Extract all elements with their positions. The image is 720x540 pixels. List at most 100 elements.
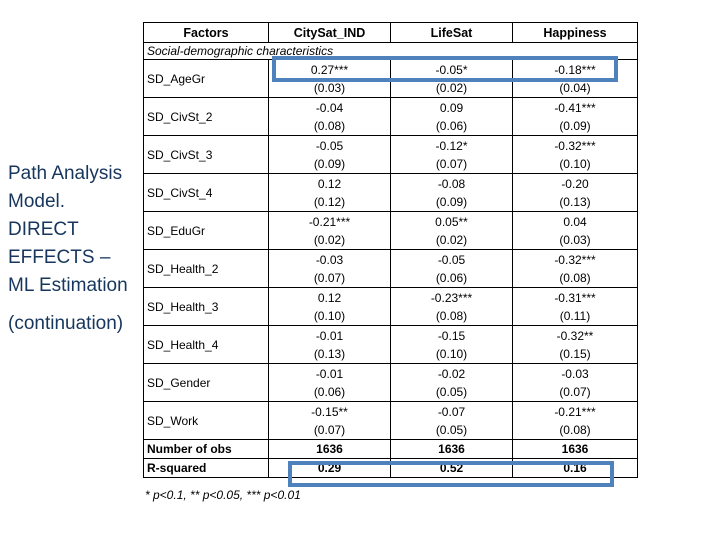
estimate-value: -0.07 [437, 404, 466, 419]
standard-error: (0.08) [313, 118, 346, 133]
slide-title-line: Model. [8, 191, 66, 212]
estimate-value: -0.32*** [554, 252, 596, 267]
summary-value: 1636 [512, 439, 638, 459]
standard-error: (0.03) [313, 80, 346, 95]
estimate-value: -0.21*** [554, 404, 596, 419]
coef-cell: -0.15 (0.10) [390, 325, 513, 364]
estimate-value: -0.32*** [554, 138, 596, 153]
highlight-box-agegr-row [272, 56, 618, 82]
coef-cell: -0.12* (0.07) [390, 135, 513, 174]
coef-cell: 0.12 (0.10) [268, 287, 391, 326]
results-table-container: Factors CitySat_IND LifeSat Happiness So… [143, 22, 638, 478]
standard-error: (0.06) [435, 118, 468, 133]
estimate-value: -0.03 [315, 252, 344, 267]
table-row: SD_Health_3 0.12 (0.10) -0.23*** (0.08) -0… [143, 287, 638, 326]
coef-cell: 0.05** (0.02) [390, 211, 513, 250]
factor-label: SD_CivSt_2 [143, 97, 269, 136]
standard-error: (0.12) [313, 194, 346, 209]
table-row: SD_Health_4 -0.01 (0.13) -0.15 (0.10) -0.3… [143, 325, 638, 364]
table-row: SD_CivSt_2 -0.04 (0.08) 0.09 (0.06) -0.41*… [143, 97, 638, 136]
summary-label: Number of obs [143, 439, 269, 459]
standard-error: (0.05) [435, 384, 468, 399]
table-row: SD_Health_2 -0.03 (0.07) -0.05 (0.06) -0.3… [143, 249, 638, 288]
coef-cell: 0.09 (0.06) [390, 97, 513, 136]
standard-error: (0.10) [435, 346, 468, 361]
standard-error: (0.09) [435, 194, 468, 209]
estimate-value: -0.41*** [554, 100, 596, 115]
estimate-value: -0.32** [556, 328, 594, 343]
standard-error: (0.02) [435, 80, 468, 95]
table-row: SD_Work -0.15** (0.07) -0.07 (0.05) -0.21*… [143, 401, 638, 440]
standard-error: (0.08) [559, 270, 591, 285]
standard-error: (0.07) [313, 270, 346, 285]
summary-value: 1636 [268, 439, 391, 459]
coef-cell: -0.21*** (0.02) [268, 211, 391, 250]
summary-value: 1636 [390, 439, 513, 459]
standard-error: (0.02) [435, 232, 468, 247]
estimate-value: -0.05 [437, 252, 466, 267]
standard-error: (0.07) [559, 384, 591, 399]
standard-error: (0.13) [559, 194, 591, 209]
coef-cell: -0.03 (0.07) [512, 363, 638, 402]
coef-cell: 0.04 (0.03) [512, 211, 638, 250]
coef-cell: -0.41*** (0.09) [512, 97, 638, 136]
estimate-value: -0.02 [437, 366, 466, 381]
table-row: SD_Gender -0.01 (0.06) -0.02 (0.05) -0.03 (… [143, 363, 638, 402]
column-header-factors: Factors [143, 22, 269, 43]
estimate-value: -0.20 [561, 176, 589, 191]
factor-label: SD_EduGr [143, 211, 269, 250]
coef-cell: -0.32** (0.15) [512, 325, 638, 364]
standard-error: (0.09) [313, 156, 346, 171]
estimate-value: 0.27*** [310, 62, 349, 77]
estimate-value: -0.05* [435, 62, 468, 77]
estimate-value: -0.15** [311, 404, 348, 419]
coef-cell: -0.01 (0.06) [268, 363, 391, 402]
column-header-happiness: Happiness [512, 22, 638, 43]
standard-error: (0.07) [313, 422, 346, 437]
coef-cell: -0.23*** (0.08) [390, 287, 513, 326]
column-header-citysat: CitySat_IND [268, 22, 391, 43]
coef-cell: -0.01 (0.13) [268, 325, 391, 364]
slide-title-continuation: (continuation) [8, 313, 124, 334]
coef-cell: -0.07 (0.05) [390, 401, 513, 440]
standard-error: (0.11) [559, 308, 591, 323]
factor-label: SD_AgeGr [143, 59, 269, 98]
estimate-value: 0.12 [317, 176, 342, 191]
coef-cell: -0.32*** (0.10) [512, 135, 638, 174]
estimate-value: -0.21*** [308, 214, 351, 229]
factor-label: SD_Work [143, 401, 269, 440]
coef-cell: -0.20 (0.13) [512, 173, 638, 212]
slide-title-line: Path Analysis [8, 163, 123, 184]
estimate-value: -0.01 [315, 366, 344, 381]
estimate-value: -0.08 [437, 176, 466, 191]
column-header-lifesat: LifeSat [390, 22, 513, 43]
slide-title-line: DIRECT [8, 219, 79, 240]
factor-label: SD_Health_2 [143, 249, 269, 288]
coef-cell: -0.32*** (0.08) [512, 249, 638, 288]
coef-cell: 0.12 (0.12) [268, 173, 391, 212]
coef-cell: -0.05 (0.06) [390, 249, 513, 288]
summary-label: R-squared [143, 458, 269, 478]
slide-title: Path Analysis Model. DIRECT EFFECTS – ML… [8, 160, 144, 338]
estimate-value: -0.01 [315, 328, 344, 343]
estimate-value: -0.12* [435, 138, 468, 153]
estimate-value: -0.18*** [554, 62, 596, 77]
factor-label: SD_CivSt_3 [143, 135, 269, 174]
factor-label: SD_Health_3 [143, 287, 269, 326]
standard-error: (0.08) [435, 308, 468, 323]
results-table: Factors CitySat_IND LifeSat Happiness So… [143, 22, 638, 478]
standard-error: (0.06) [435, 270, 468, 285]
table-row: SD_CivSt_4 0.12 (0.12) -0.08 (0.09) -0.20 (… [143, 173, 638, 212]
estimate-value: 0.04 [563, 214, 587, 229]
standard-error: (0.06) [313, 384, 346, 399]
estimate-value: -0.03 [561, 366, 589, 381]
coef-cell: -0.04 (0.08) [268, 97, 391, 136]
standard-error: (0.03) [559, 232, 591, 247]
table-row: SD_EduGr -0.21*** (0.02) 0.05** (0.02) 0.0… [143, 211, 638, 250]
coef-cell: -0.15** (0.07) [268, 401, 391, 440]
factor-label: SD_Health_4 [143, 325, 269, 364]
standard-error: (0.08) [559, 422, 591, 437]
standard-error: (0.04) [559, 80, 591, 95]
factor-label: SD_CivSt_4 [143, 173, 269, 212]
